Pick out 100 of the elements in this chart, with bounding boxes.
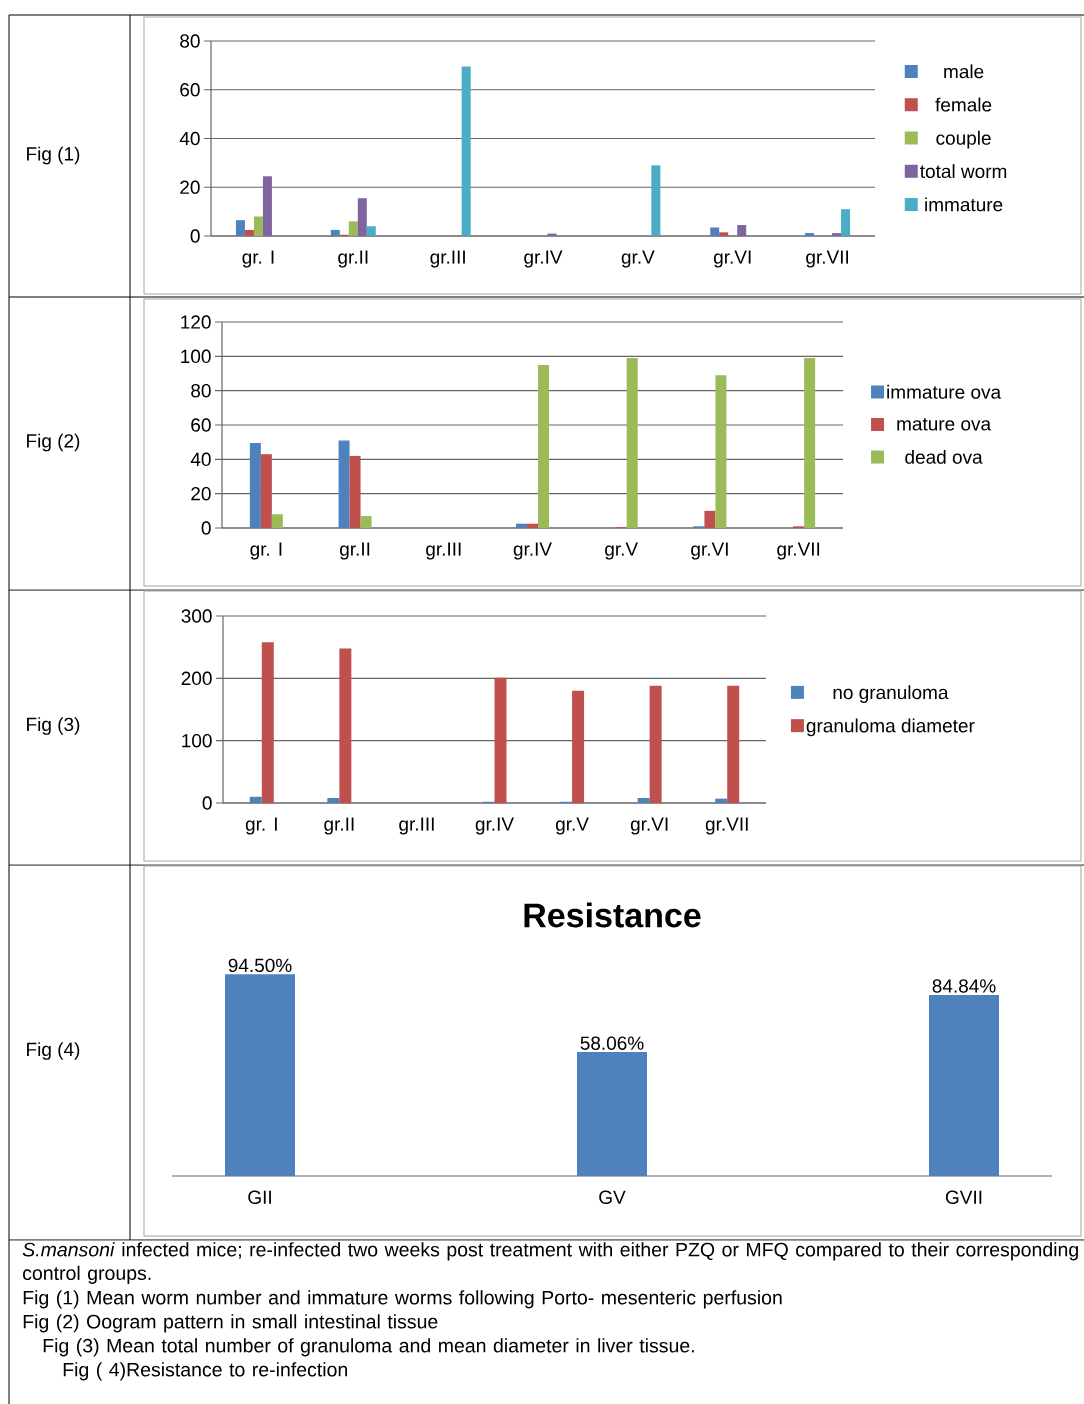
bar (271, 514, 283, 528)
bar (715, 375, 727, 528)
legend-label: dead ova (905, 449, 983, 464)
bar (710, 227, 720, 236)
bar (261, 642, 274, 804)
bar (494, 677, 507, 804)
x-tick-label: gr.VII (806, 250, 849, 268)
text: Fig (3) Mean total number of granuloma and mean diameter in liver tissue. (43, 1338, 694, 1357)
bar (719, 232, 729, 236)
bar (538, 364, 549, 528)
x-tick-label: gr.II (324, 817, 354, 835)
bar (348, 221, 358, 236)
text: Fig (3) (27, 717, 80, 735)
bar (357, 198, 367, 236)
legend-label: couple (936, 130, 991, 149)
x-tick-label: gr.IV (513, 542, 552, 560)
x-tick-label: gr.VII (705, 817, 748, 835)
chart-title: Resistance (524, 902, 701, 928)
bar (527, 523, 538, 528)
data-label: 84.84% (932, 979, 996, 993)
y-tick-label: 100 (181, 349, 211, 364)
legend-label: immature ova (887, 384, 1002, 399)
bar (349, 455, 361, 528)
y-tick-label: 0 (201, 521, 211, 535)
x-tick-label: gr.VI (630, 817, 668, 835)
x-tick-label: gr.VII (777, 542, 820, 560)
x-tick-label: gr.V (555, 817, 589, 835)
y-tick-label: 40 (190, 452, 211, 467)
bar (804, 358, 816, 528)
legend-label: male (944, 64, 984, 79)
bar (704, 510, 716, 528)
x-tick-label: gr.II (338, 250, 368, 268)
x-tick-label: GVII (945, 1190, 982, 1204)
bar (737, 225, 747, 236)
bar (805, 233, 815, 236)
legend-label: total worm (920, 164, 1007, 179)
y-tick-label: 20 (191, 486, 211, 501)
x-tick-label: gr. I (242, 250, 274, 268)
bar (262, 176, 272, 236)
bar (727, 685, 740, 804)
y-tick-label: 300 (181, 609, 212, 623)
text: Fig ( 4)Resistance to re-infection (63, 1362, 348, 1381)
y-tick-label: 200 (181, 671, 212, 686)
bar (841, 209, 851, 236)
x-tick-label: gr.III (426, 542, 461, 560)
x-tick-label: gr. I (250, 542, 282, 560)
x-tick-label: GV (599, 1190, 626, 1204)
x-tick-label: gr.IV (524, 250, 563, 268)
bar (649, 685, 662, 804)
bar (244, 229, 254, 236)
text: S.mansoni infected mice; re-infected two weeks post treatment with either PZQ or MFQ compared to their corresponding control groups. (22, 1242, 1078, 1284)
bar (626, 358, 638, 528)
data-label: 58.06% (580, 1036, 644, 1050)
text: Fig (2) (27, 433, 80, 452)
text: Fig (1) Mean worm number and immature worms following Porto- mesenteric perfusion (23, 1290, 782, 1309)
y-tick-label: 120 (181, 315, 211, 329)
bar (327, 798, 340, 804)
data-label: 94.50% (228, 958, 292, 973)
y-tick-label: 60 (180, 83, 200, 97)
bar (260, 454, 272, 528)
bar (366, 226, 376, 236)
x-tick-label: gr. I (245, 817, 277, 835)
bar (651, 165, 661, 236)
x-tick-label: gr.VI (691, 542, 728, 560)
y-tick-label: 40 (179, 131, 200, 146)
text: Fig (1) (27, 146, 80, 165)
x-tick-label: gr.III (399, 817, 434, 835)
y-tick-label: 80 (180, 34, 200, 48)
x-tick-label: gr.V (605, 542, 639, 560)
y-tick-label: 20 (180, 180, 200, 194)
y-tick-label: 0 (202, 796, 212, 810)
bar (338, 440, 350, 528)
bar (637, 798, 650, 804)
y-tick-label: 80 (191, 383, 211, 398)
text: Fig (2) Oogram pattern in small intestinal tissue (23, 1314, 438, 1333)
bar (715, 798, 728, 804)
x-tick-label: gr.III (430, 250, 465, 268)
bar (832, 233, 842, 236)
y-tick-label: 100 (182, 733, 212, 748)
x-tick-label: gr.II (340, 542, 370, 560)
bar (235, 220, 245, 236)
text: Fig (4) (27, 1042, 80, 1060)
bar (461, 66, 471, 236)
bar (249, 443, 261, 528)
y-tick-label: 60 (191, 418, 211, 432)
bar (339, 648, 352, 804)
legend-label: granuloma diameter (806, 718, 975, 737)
x-tick-label: gr.VI (713, 250, 751, 268)
x-tick-label: gr.IV (475, 817, 514, 835)
bar (572, 690, 585, 804)
legend-label: mature ova (897, 418, 992, 431)
legend-label: no granuloma (833, 685, 949, 703)
bar (330, 229, 340, 236)
legend-label: female (935, 97, 992, 112)
legend-label: immature (925, 197, 1003, 212)
y-tick-label: 0 (190, 229, 200, 243)
bar (360, 515, 372, 528)
bar (249, 796, 262, 804)
bar (516, 523, 527, 528)
x-tick-label: GII (248, 1190, 271, 1204)
